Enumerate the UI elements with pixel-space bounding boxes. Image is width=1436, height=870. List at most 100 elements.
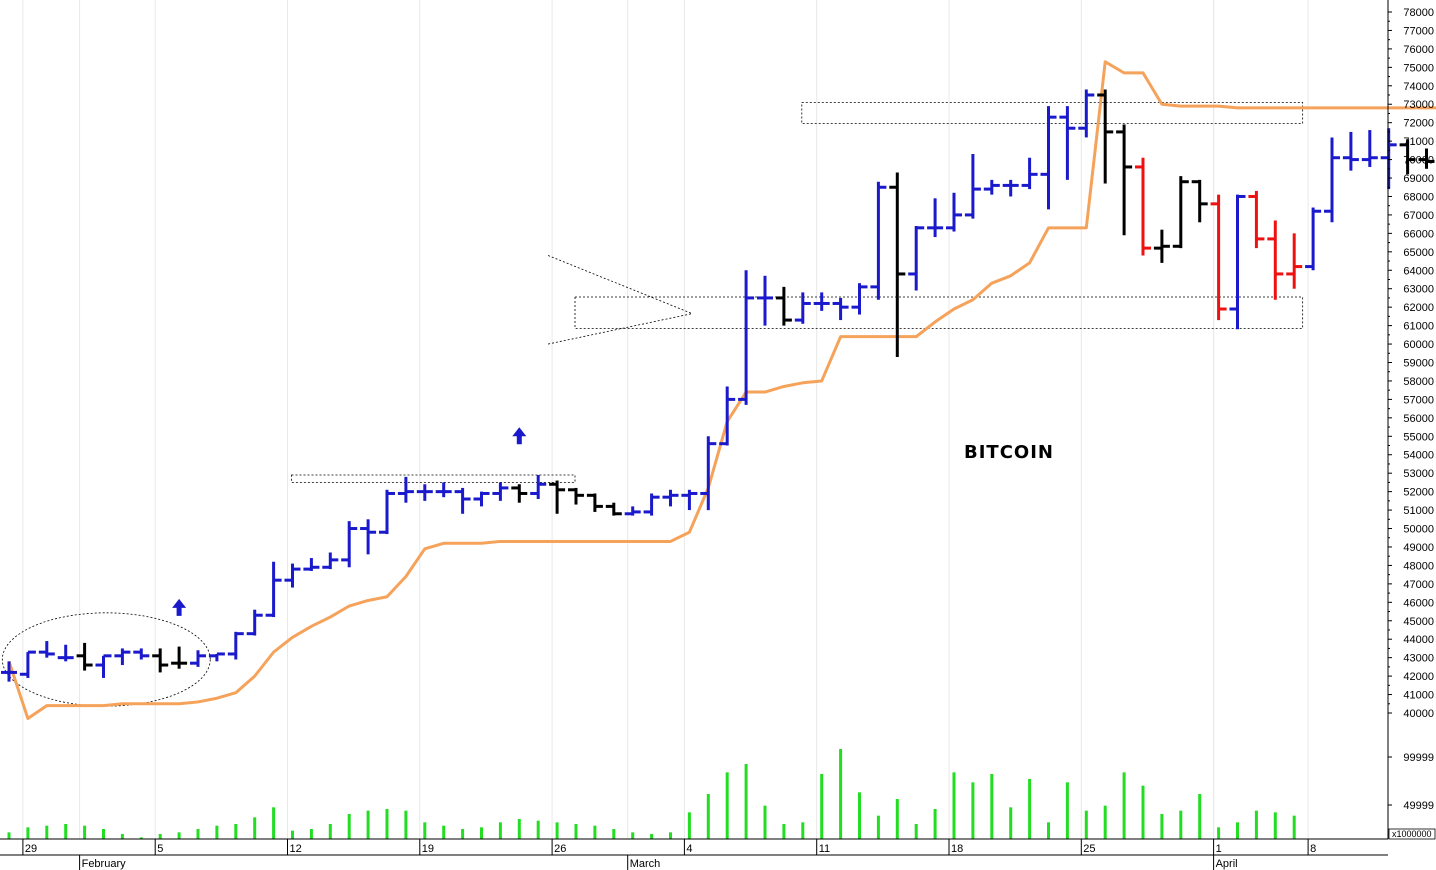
volume-bar xyxy=(990,774,994,839)
triangle-lower-line xyxy=(548,313,693,345)
ohlc-bar xyxy=(1418,148,1435,169)
ohlc-bar xyxy=(605,502,622,516)
up-arrow-icon xyxy=(172,598,187,616)
price-tick-label: 56000 xyxy=(1403,413,1434,425)
price-tick-label: 67000 xyxy=(1403,210,1434,222)
ohlc-bar xyxy=(76,642,93,671)
ohlc-bar xyxy=(775,286,792,326)
ohlc-bar xyxy=(643,493,660,516)
day-label: 25 xyxy=(1083,843,1095,855)
ohlc-bar xyxy=(719,386,736,446)
price-tick-label: 60000 xyxy=(1403,339,1434,351)
day-label: 8 xyxy=(1310,843,1316,855)
pattern-annotations xyxy=(1,101,1304,707)
price-tick-label: 57000 xyxy=(1403,394,1434,406)
ohlc-bar xyxy=(813,292,830,311)
volume-bar xyxy=(366,810,370,839)
ohlc-bar xyxy=(1342,131,1359,171)
volume-bar xyxy=(26,827,30,839)
trailing-stop-polyline xyxy=(7,60,1436,721)
ohlc-bar xyxy=(473,491,490,507)
volume-bar xyxy=(1103,805,1107,839)
price-bars xyxy=(1,89,1435,682)
ohlc-bar xyxy=(1002,179,1019,197)
ohlc-bar xyxy=(1040,106,1057,210)
volume-bars xyxy=(7,749,1296,839)
volume-bar xyxy=(782,824,786,839)
volume-bar xyxy=(1292,815,1296,839)
price-tick-label: 51000 xyxy=(1403,505,1434,517)
price-tick-label: 70000 xyxy=(1403,155,1434,167)
day-label: 12 xyxy=(290,843,302,855)
day-label: 11 xyxy=(819,843,830,855)
volume-bar xyxy=(291,830,294,839)
volume-bar xyxy=(1084,810,1088,839)
ohlc-bar xyxy=(983,179,1000,195)
month-label: February xyxy=(82,858,127,870)
volume-unit-box xyxy=(1388,828,1436,840)
ohlc-bar xyxy=(341,521,358,568)
ohlc-bar xyxy=(1021,157,1038,190)
volume-bar xyxy=(404,810,408,839)
day-label: 4 xyxy=(686,843,692,855)
ohlc-bar xyxy=(511,484,528,503)
ohlc-bar xyxy=(208,652,225,662)
ohlc-bar xyxy=(1,661,17,682)
ohlc-bar xyxy=(1248,190,1265,249)
ohlc-bar xyxy=(1153,229,1170,263)
ohlc-bar xyxy=(1210,194,1227,321)
price-tick-label: 63000 xyxy=(1403,284,1434,296)
ohlc-bar xyxy=(700,436,717,511)
ohlc-bar xyxy=(662,489,679,507)
volume-bar xyxy=(120,834,124,839)
price-tick-label: 73000 xyxy=(1403,99,1434,111)
ohlc-bar xyxy=(870,181,887,300)
price-tick-label: 61000 xyxy=(1403,321,1434,333)
ohlc-bar xyxy=(454,487,471,514)
month-label: April xyxy=(1216,858,1238,870)
volume-bar xyxy=(1179,810,1183,839)
ohlc-bar xyxy=(265,561,282,618)
ohlc-bar xyxy=(549,480,566,514)
volume-bar xyxy=(971,782,975,839)
volume-bar xyxy=(102,829,105,839)
volume-bar xyxy=(347,814,351,839)
volume-bar xyxy=(253,817,257,839)
volume-bar xyxy=(64,824,68,839)
volume-bar xyxy=(687,812,691,839)
price-tick-label: 58000 xyxy=(1403,376,1434,388)
ohlc-bar xyxy=(57,644,74,662)
price-tick-label: 47000 xyxy=(1403,579,1434,591)
day-label: 1 xyxy=(1216,843,1222,855)
volume-bar xyxy=(1217,827,1221,839)
ohlc-bar xyxy=(322,552,339,570)
price-tick-label: 46000 xyxy=(1403,597,1434,609)
volume-bar xyxy=(669,832,672,839)
ohlc-bar xyxy=(284,563,301,588)
price-tick-label: 42000 xyxy=(1403,671,1434,683)
price-tick-label: 44000 xyxy=(1403,634,1434,646)
price-tick-label: 72000 xyxy=(1403,118,1434,130)
ohlc-bar xyxy=(246,609,263,636)
volume-bar xyxy=(1273,812,1277,839)
chart-title: BITCOIN xyxy=(964,442,1054,463)
ohlc-bar xyxy=(416,484,433,501)
volume-bar xyxy=(1122,772,1126,839)
ohlc-bar xyxy=(908,225,925,291)
day-label: 19 xyxy=(422,843,434,855)
ohlc-bar xyxy=(397,476,414,503)
ohlc-bar xyxy=(1380,128,1397,190)
price-tick-label: 78000 xyxy=(1403,7,1434,19)
volume-bar xyxy=(1160,814,1164,839)
volume-bar xyxy=(1028,779,1032,839)
volume-bar xyxy=(158,834,162,839)
grid-lines xyxy=(22,0,1309,839)
volume-bar xyxy=(1065,782,1069,839)
ohlc-bar xyxy=(964,154,981,219)
ohlc-bar xyxy=(1097,89,1114,184)
volume-bar xyxy=(423,822,427,839)
volume-bar xyxy=(933,809,937,839)
ohlc-bar xyxy=(1399,139,1416,175)
volume-tick-label: 99999 xyxy=(1403,752,1434,764)
